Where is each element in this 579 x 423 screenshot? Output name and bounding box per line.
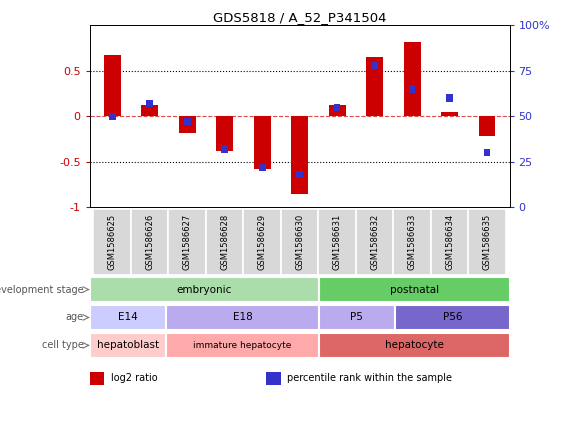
Text: GSM1586633: GSM1586633	[408, 214, 416, 270]
FancyBboxPatch shape	[131, 209, 168, 275]
Title: GDS5818 / A_52_P341504: GDS5818 / A_52_P341504	[213, 11, 386, 24]
Bar	[291, 116, 308, 194]
FancyBboxPatch shape	[318, 332, 510, 358]
Text: GSM1586635: GSM1586635	[482, 214, 492, 270]
Bar	[179, 116, 196, 133]
FancyBboxPatch shape	[281, 209, 318, 275]
Bar	[259, 164, 266, 171]
Text: cell type: cell type	[42, 341, 84, 350]
Bar	[141, 105, 158, 116]
Bar	[104, 55, 120, 116]
Text: GSM1586630: GSM1586630	[295, 214, 304, 270]
Text: age: age	[66, 313, 84, 322]
Bar	[184, 118, 190, 126]
Bar	[446, 94, 453, 102]
FancyBboxPatch shape	[168, 209, 206, 275]
Bar	[409, 85, 416, 93]
Text: GSM1586625: GSM1586625	[108, 214, 117, 270]
Text: GSM1586626: GSM1586626	[145, 214, 154, 270]
Text: GSM1586632: GSM1586632	[370, 214, 379, 270]
Bar	[483, 149, 490, 157]
Text: E18: E18	[233, 313, 252, 322]
Bar	[216, 116, 233, 151]
Text: immature hepatocyte: immature hepatocyte	[193, 341, 292, 350]
Text: GSM1586628: GSM1586628	[220, 214, 229, 270]
FancyBboxPatch shape	[90, 305, 166, 330]
Text: GSM1586629: GSM1586629	[258, 214, 267, 270]
Bar	[254, 116, 270, 169]
Text: log2 ratio: log2 ratio	[111, 373, 157, 383]
FancyBboxPatch shape	[318, 277, 510, 302]
Bar	[329, 105, 346, 116]
FancyBboxPatch shape	[318, 305, 395, 330]
FancyBboxPatch shape	[93, 209, 131, 275]
FancyBboxPatch shape	[166, 305, 318, 330]
FancyBboxPatch shape	[90, 277, 318, 302]
Bar	[371, 62, 378, 69]
Bar	[90, 372, 104, 385]
Text: hepatoblast: hepatoblast	[97, 341, 159, 350]
Text: hepatocyte: hepatocyte	[384, 341, 444, 350]
FancyBboxPatch shape	[206, 209, 243, 275]
Bar	[266, 372, 281, 385]
Text: postnatal: postnatal	[390, 285, 439, 294]
FancyBboxPatch shape	[393, 209, 431, 275]
Text: percentile rank within the sample: percentile rank within the sample	[287, 373, 452, 383]
Bar	[366, 57, 383, 116]
FancyBboxPatch shape	[468, 209, 506, 275]
Text: E14: E14	[118, 313, 138, 322]
Bar	[109, 113, 116, 120]
Text: P56: P56	[442, 313, 462, 322]
FancyBboxPatch shape	[395, 305, 510, 330]
Text: P5: P5	[350, 313, 363, 322]
FancyBboxPatch shape	[90, 332, 166, 358]
Text: GSM1586634: GSM1586634	[445, 214, 454, 270]
FancyBboxPatch shape	[431, 209, 468, 275]
Text: embryonic: embryonic	[177, 285, 232, 294]
Text: GSM1586631: GSM1586631	[332, 214, 342, 270]
Bar	[146, 100, 153, 107]
FancyBboxPatch shape	[166, 332, 318, 358]
Text: development stage: development stage	[0, 285, 84, 294]
Bar	[296, 171, 303, 178]
Bar	[334, 104, 340, 111]
Bar	[479, 116, 496, 136]
Bar	[404, 42, 420, 116]
Bar	[221, 146, 228, 153]
Bar	[441, 112, 458, 116]
FancyBboxPatch shape	[243, 209, 281, 275]
FancyBboxPatch shape	[356, 209, 393, 275]
FancyBboxPatch shape	[318, 209, 356, 275]
Text: GSM1586627: GSM1586627	[183, 214, 192, 270]
